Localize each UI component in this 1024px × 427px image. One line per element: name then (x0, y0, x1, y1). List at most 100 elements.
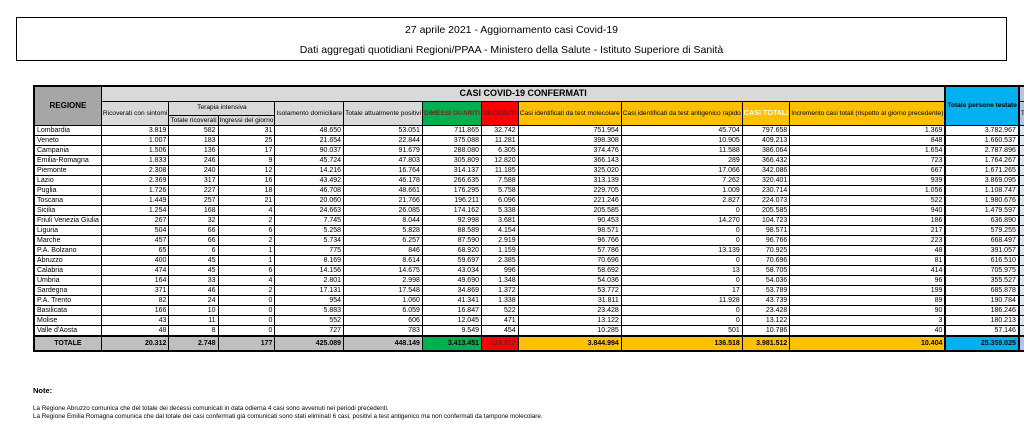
cell-3: 5.883 (274, 305, 345, 317)
total-row: TOTALE 20.312 2.748 177 425.089 448.149 3.413.… (33, 335, 1024, 352)
cell-6: 6.305 (481, 145, 519, 157)
cell-1: 32 (168, 215, 219, 227)
cell-9: 70.696 (741, 255, 791, 267)
cell-0: 474 (100, 265, 170, 277)
cell-11: 1.660.537 (944, 135, 1020, 147)
cell-2: 0 (217, 295, 276, 307)
cell-8: 10.905 (620, 135, 743, 147)
cell-6: 1.372 (481, 285, 519, 297)
cell-0: 1.833 (100, 155, 170, 167)
cell-0: 43 (100, 315, 170, 327)
cell-8: 2.827 (620, 195, 743, 207)
cell-8: 13.139 (620, 245, 743, 257)
cell-6: 6.096 (481, 195, 519, 207)
cell-8: 0 (620, 315, 743, 327)
cell-12: 1.170.491 (1018, 225, 1024, 237)
cell-2: 25 (217, 135, 276, 147)
cell-8: 11.928 (620, 295, 743, 307)
cell-11: 1.671.265 (944, 165, 1020, 177)
region-name: Lazio (33, 175, 102, 187)
cell-0: 48 (100, 325, 170, 337)
cell-12: 318.678 (1018, 305, 1024, 317)
cell-1: 45 (168, 265, 219, 277)
table-row: Calabria 474 45 6 14.156 14.675 43.034 996 58.69… (33, 265, 1024, 277)
cell-9: 386.064 (741, 145, 791, 157)
table-body: Lombardia 3.819 582 31 48.650 53.051 711.865 32… (33, 125, 1024, 352)
cell-8: 1.009 (620, 185, 743, 197)
header-totale-persone-testate: Totale persone testate (944, 85, 1020, 127)
table-row: Campania 1.506 136 17 90.037 91.679 288.080 6.3… (33, 145, 1024, 157)
cell-7: 205.585 (517, 205, 622, 217)
cell-10: 48 (789, 245, 946, 257)
cell-7: 54.036 (517, 275, 622, 287)
cell-4: 14.675 (343, 265, 423, 277)
cell-2: 177 (217, 335, 276, 352)
cell-11: 1.980.676 (944, 195, 1020, 207)
cell-3: 775 (274, 245, 345, 257)
table-row: Molise 43 11 0 552 606 12.045 471 13.122 0 13.122 3… (33, 315, 1024, 327)
cell-9: 409.213 (741, 135, 791, 147)
cell-3: 17.131 (274, 285, 345, 297)
cell-11: 685.878 (944, 285, 1020, 297)
cell-12: 89.201 (1018, 325, 1024, 337)
cell-5: 88.589 (421, 225, 483, 237)
cell-10: 1.369 (789, 125, 946, 137)
cell-5: 68.920 (421, 245, 483, 257)
cell-11: 2.787.896 (944, 145, 1020, 157)
cell-7: 398.308 (517, 135, 622, 147)
cell-5: 266.635 (421, 175, 483, 187)
cell-9: 13.122 (741, 315, 791, 327)
cell-6: 119.912 (481, 335, 519, 352)
header-totale-ricoverati: Totale ricoverati (168, 114, 219, 127)
cell-11: 1.108.747 (944, 185, 1020, 197)
cell-12: 4.354.948 (1018, 155, 1024, 167)
region-name: Abruzzo (33, 255, 102, 267)
cell-3: 727 (274, 325, 345, 337)
cell-3: 425.089 (274, 335, 345, 352)
cell-12: 2.035.802 (1018, 185, 1024, 197)
cell-7: 229.705 (517, 185, 622, 197)
table-row: Abruzzo 400 45 1 8.169 8.614 59.697 2.385 70.696… (33, 255, 1024, 267)
cell-5: 87.590 (421, 235, 483, 247)
cell-12: 4.248.435 (1018, 175, 1024, 187)
cell-12: 4.953.650 (1018, 135, 1024, 147)
cell-9: 96.766 (741, 235, 791, 247)
cell-2: 0 (217, 305, 276, 317)
cell-2: 0 (217, 315, 276, 327)
cell-4: 46.178 (343, 175, 423, 187)
cell-5: 34.869 (421, 285, 483, 297)
cell-7: 751.954 (517, 125, 622, 137)
cell-8: 0 (620, 305, 743, 317)
table-row: Sicilia 1.254 168 4 24.663 26.085 174.162 5.338… (33, 205, 1024, 217)
cell-9: 366.432 (741, 155, 791, 167)
cell-6: 7.588 (481, 175, 519, 187)
cell-1: 183 (168, 135, 219, 147)
cell-7: 325.020 (517, 165, 622, 177)
header-terapia-intensiva: Terapia intensiva (168, 100, 276, 116)
cell-3: 14.216 (274, 165, 345, 177)
cell-6: 522 (481, 305, 519, 317)
cell-1: 45 (168, 255, 219, 267)
cell-9: 224.073 (741, 195, 791, 207)
cell-1: 168 (168, 205, 219, 217)
header-ingressi-del-giorno: Ingressi del giorno (217, 114, 276, 127)
covid-data-table-wrap: REGIONE CASI COVID-19 CONFERMATI Totale … (33, 85, 1024, 353)
cell-12: 1.000.018 (1018, 255, 1024, 267)
cell-3: 5.258 (274, 225, 345, 237)
cell-9: 54.036 (741, 275, 791, 287)
cell-5: 375.088 (421, 135, 483, 147)
cell-10: 522 (789, 195, 946, 207)
header-isolamento-domiciliare: Isolamento domiciliare (274, 100, 345, 127)
cell-4: 448.149 (343, 335, 423, 352)
cell-0: 166 (100, 305, 170, 317)
cell-4: 48.661 (343, 185, 423, 197)
cell-6: 1.159 (481, 245, 519, 257)
cell-3: 20.060 (274, 195, 345, 207)
cell-5: 92.998 (421, 215, 483, 227)
cell-5: 16.847 (421, 305, 483, 317)
cell-1: 11 (168, 315, 219, 327)
cell-2: 2 (217, 235, 276, 247)
cell-10: 1.056 (789, 185, 946, 197)
cell-8: 0 (620, 275, 743, 287)
cell-4: 26.085 (343, 205, 423, 217)
